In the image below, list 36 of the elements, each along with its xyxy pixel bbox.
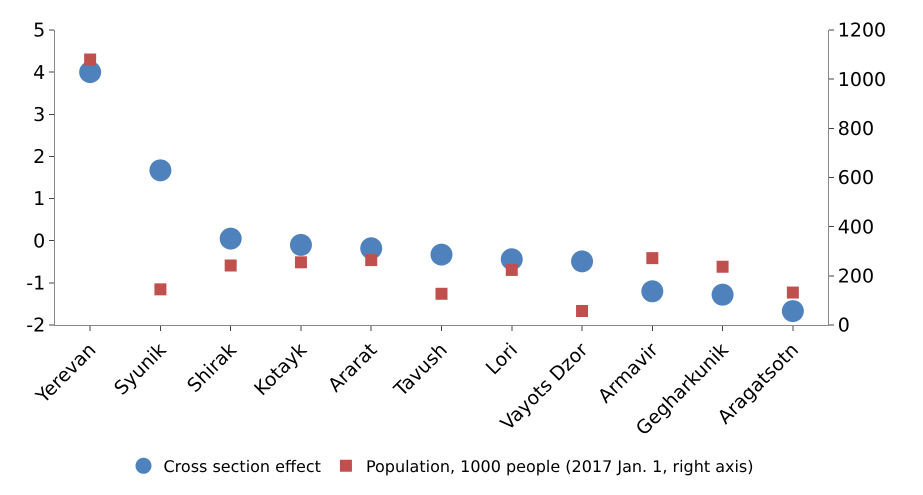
- legend-label: Cross section effect: [164, 457, 321, 476]
- y-tick-label: 4: [33, 62, 46, 84]
- point: [365, 254, 378, 266]
- point: [149, 159, 172, 182]
- y-tick-label: 5: [33, 20, 46, 42]
- y-tick-label: 0: [33, 230, 46, 252]
- y2-tick-label: 600: [838, 167, 874, 190]
- point: [436, 288, 448, 300]
- legend-label: Population, 1000 people (2017 Jan. 1, right axis): [366, 457, 754, 476]
- y-tick-label: 1: [33, 188, 46, 210]
- point: [294, 256, 307, 268]
- y-tick-label: -1: [26, 272, 46, 295]
- point: [154, 283, 166, 296]
- y2-tick-label: 400: [838, 216, 874, 238]
- y-tick-label: 3: [33, 104, 46, 126]
- point: [576, 304, 588, 317]
- y2-tick-label: 1200: [838, 20, 886, 42]
- point: [641, 280, 664, 302]
- point: [571, 250, 594, 272]
- y2-tick-label: 200: [838, 265, 874, 288]
- point: [430, 244, 452, 266]
- point: [224, 260, 237, 272]
- y-tick-label: 2: [33, 146, 46, 168]
- point: [716, 260, 729, 273]
- y2-tick-label: 0: [838, 314, 850, 337]
- point: [712, 284, 734, 306]
- point: [646, 252, 658, 264]
- point: [220, 228, 242, 250]
- y2-tick-label: 800: [838, 118, 874, 140]
- y-tick-label: -2: [26, 314, 46, 337]
- y2-tick-label: 1000: [838, 68, 886, 91]
- point: [786, 286, 799, 299]
- point: [84, 54, 96, 66]
- point: [290, 234, 312, 256]
- point: [782, 300, 804, 322]
- point: [506, 264, 518, 276]
